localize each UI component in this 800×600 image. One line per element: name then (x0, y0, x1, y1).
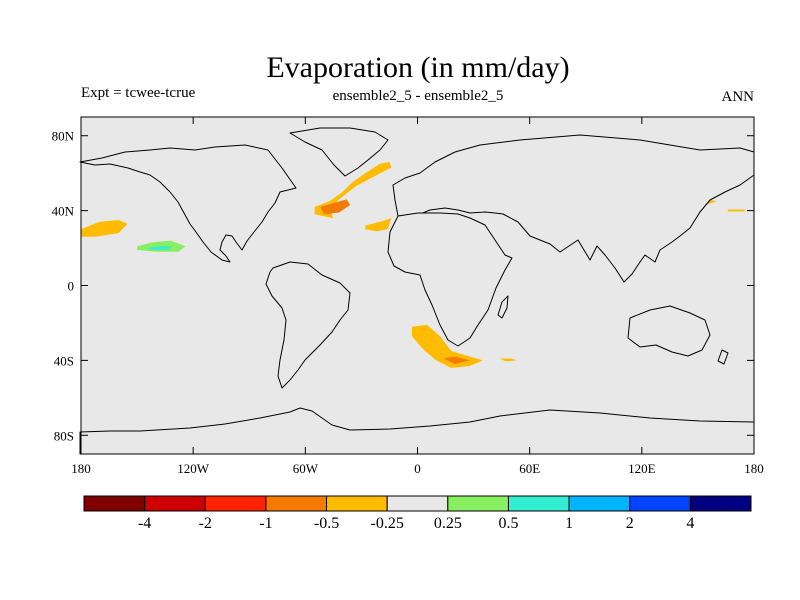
colorbar-label: 0.5 (498, 515, 518, 532)
eurasia-coastline (392, 134, 755, 283)
colorbar-swatch (386, 495, 449, 512)
colorbar-label: -4 (138, 515, 151, 532)
colorbar-label: 2 (626, 515, 634, 532)
colorbar-swatch (507, 495, 570, 512)
x-tick-label: 180 (744, 461, 764, 476)
kuril-region (727, 209, 745, 212)
south-america-coastline (265, 261, 351, 389)
ensemble-label: ensemble2_5 - ensemble2_5 (333, 88, 504, 104)
colorbar-label: -0.25 (371, 515, 404, 532)
australia-coastline (627, 305, 711, 357)
colorbar-label: 0.25 (434, 515, 462, 532)
mid-atlantic-region (365, 218, 392, 232)
colorbar: -4 -2 -1 -0.5 -0.25 0.25 0.5 1 2 4 (83, 495, 752, 532)
eastern-pacific-core (146, 246, 173, 250)
colorbar-swatch (689, 495, 752, 512)
y-tick-label: 40S (54, 353, 74, 368)
south-atlantic-region (411, 324, 483, 368)
africa-coastline (387, 212, 513, 347)
indian-ocean-region (499, 358, 517, 362)
new-zealand-coastline (717, 349, 729, 365)
x-tick-label: 120W (177, 461, 210, 476)
north-pacific-region (81, 220, 128, 237)
antarctica-coastline (79, 407, 755, 455)
north-america-coastline (79, 144, 297, 263)
colorbar-swatch (144, 495, 206, 512)
longitude-ticks: 180 120W 60W 0 60E 120E 180 (71, 117, 764, 476)
colorbar-swatch (629, 495, 691, 512)
colorbar-swatch (83, 495, 146, 512)
greenland-coastline (289, 127, 389, 177)
coastlines (79, 127, 755, 455)
colorbar-swatch (568, 495, 631, 512)
y-tick-label: 0 (68, 279, 75, 294)
colorbar-swatch (265, 495, 328, 512)
colorbar-swatch (326, 495, 388, 512)
x-tick-label: 60E (519, 461, 540, 476)
colorbar-swatch (447, 495, 509, 512)
y-tick-label: 80N (52, 129, 75, 144)
x-tick-label: 180 (71, 461, 91, 476)
colorbar-label: -2 (199, 515, 212, 532)
colorbar-label: -0.5 (314, 515, 339, 532)
latitude-ticks: 80N 40N 0 40S 80S (52, 129, 754, 443)
north-atlantic-core (320, 199, 351, 215)
x-tick-label: 0 (414, 461, 421, 476)
season-label: ANN (722, 89, 755, 105)
y-tick-label: 40N (52, 204, 75, 219)
colorbar-label: -1 (259, 515, 272, 532)
y-tick-label: 80S (54, 428, 74, 443)
x-tick-label: 60W (293, 461, 319, 476)
colorbar-label: 4 (686, 515, 694, 532)
experiment-label: Expt = tcwee-tcrue (81, 85, 196, 101)
x-tick-label: 120E (628, 461, 656, 476)
south-atlantic-core (443, 356, 470, 365)
colorbar-swatch (204, 495, 267, 512)
colorbar-label: 1 (565, 515, 573, 532)
madagascar-coastline (497, 295, 509, 319)
map-panel: 180 120W 60W 0 60E 120E 180 80N 40N 0 40S 80S (52, 116, 764, 476)
chart-title: Evaporation (in mm/day) (266, 51, 569, 84)
